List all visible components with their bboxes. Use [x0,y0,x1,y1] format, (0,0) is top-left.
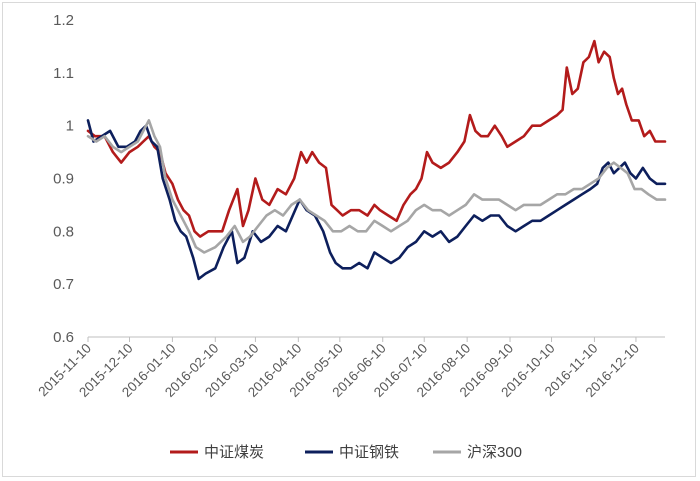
legend-label: 中证钢铁 [339,444,399,461]
series-layer [86,39,667,281]
x-axis: 2015-11-102015-12-102016-01-102016-02-10… [35,336,665,400]
series-line-2 [86,119,667,281]
series-line-3 [86,119,667,254]
legend-label: 沪深300 [467,444,522,461]
y-tick-label: 0.6 [53,329,74,346]
y-tick-label: 1.1 [53,65,74,82]
y-tick-label: 1.2 [53,12,74,29]
legend: 中证煤炭 中证钢铁 沪深300 [170,444,522,461]
legend-label: 中证煤炭 [204,444,264,461]
y-tick-label: 0.9 [53,171,74,188]
y-tick-label: 0.8 [53,223,74,240]
y-tick-label: 1 [66,118,74,135]
y-tick-label: 0.7 [53,276,74,293]
series-line-1 [86,39,667,238]
y-axis: 0.6 0.7 0.8 0.9 1 1.1 1.2 [53,12,74,346]
